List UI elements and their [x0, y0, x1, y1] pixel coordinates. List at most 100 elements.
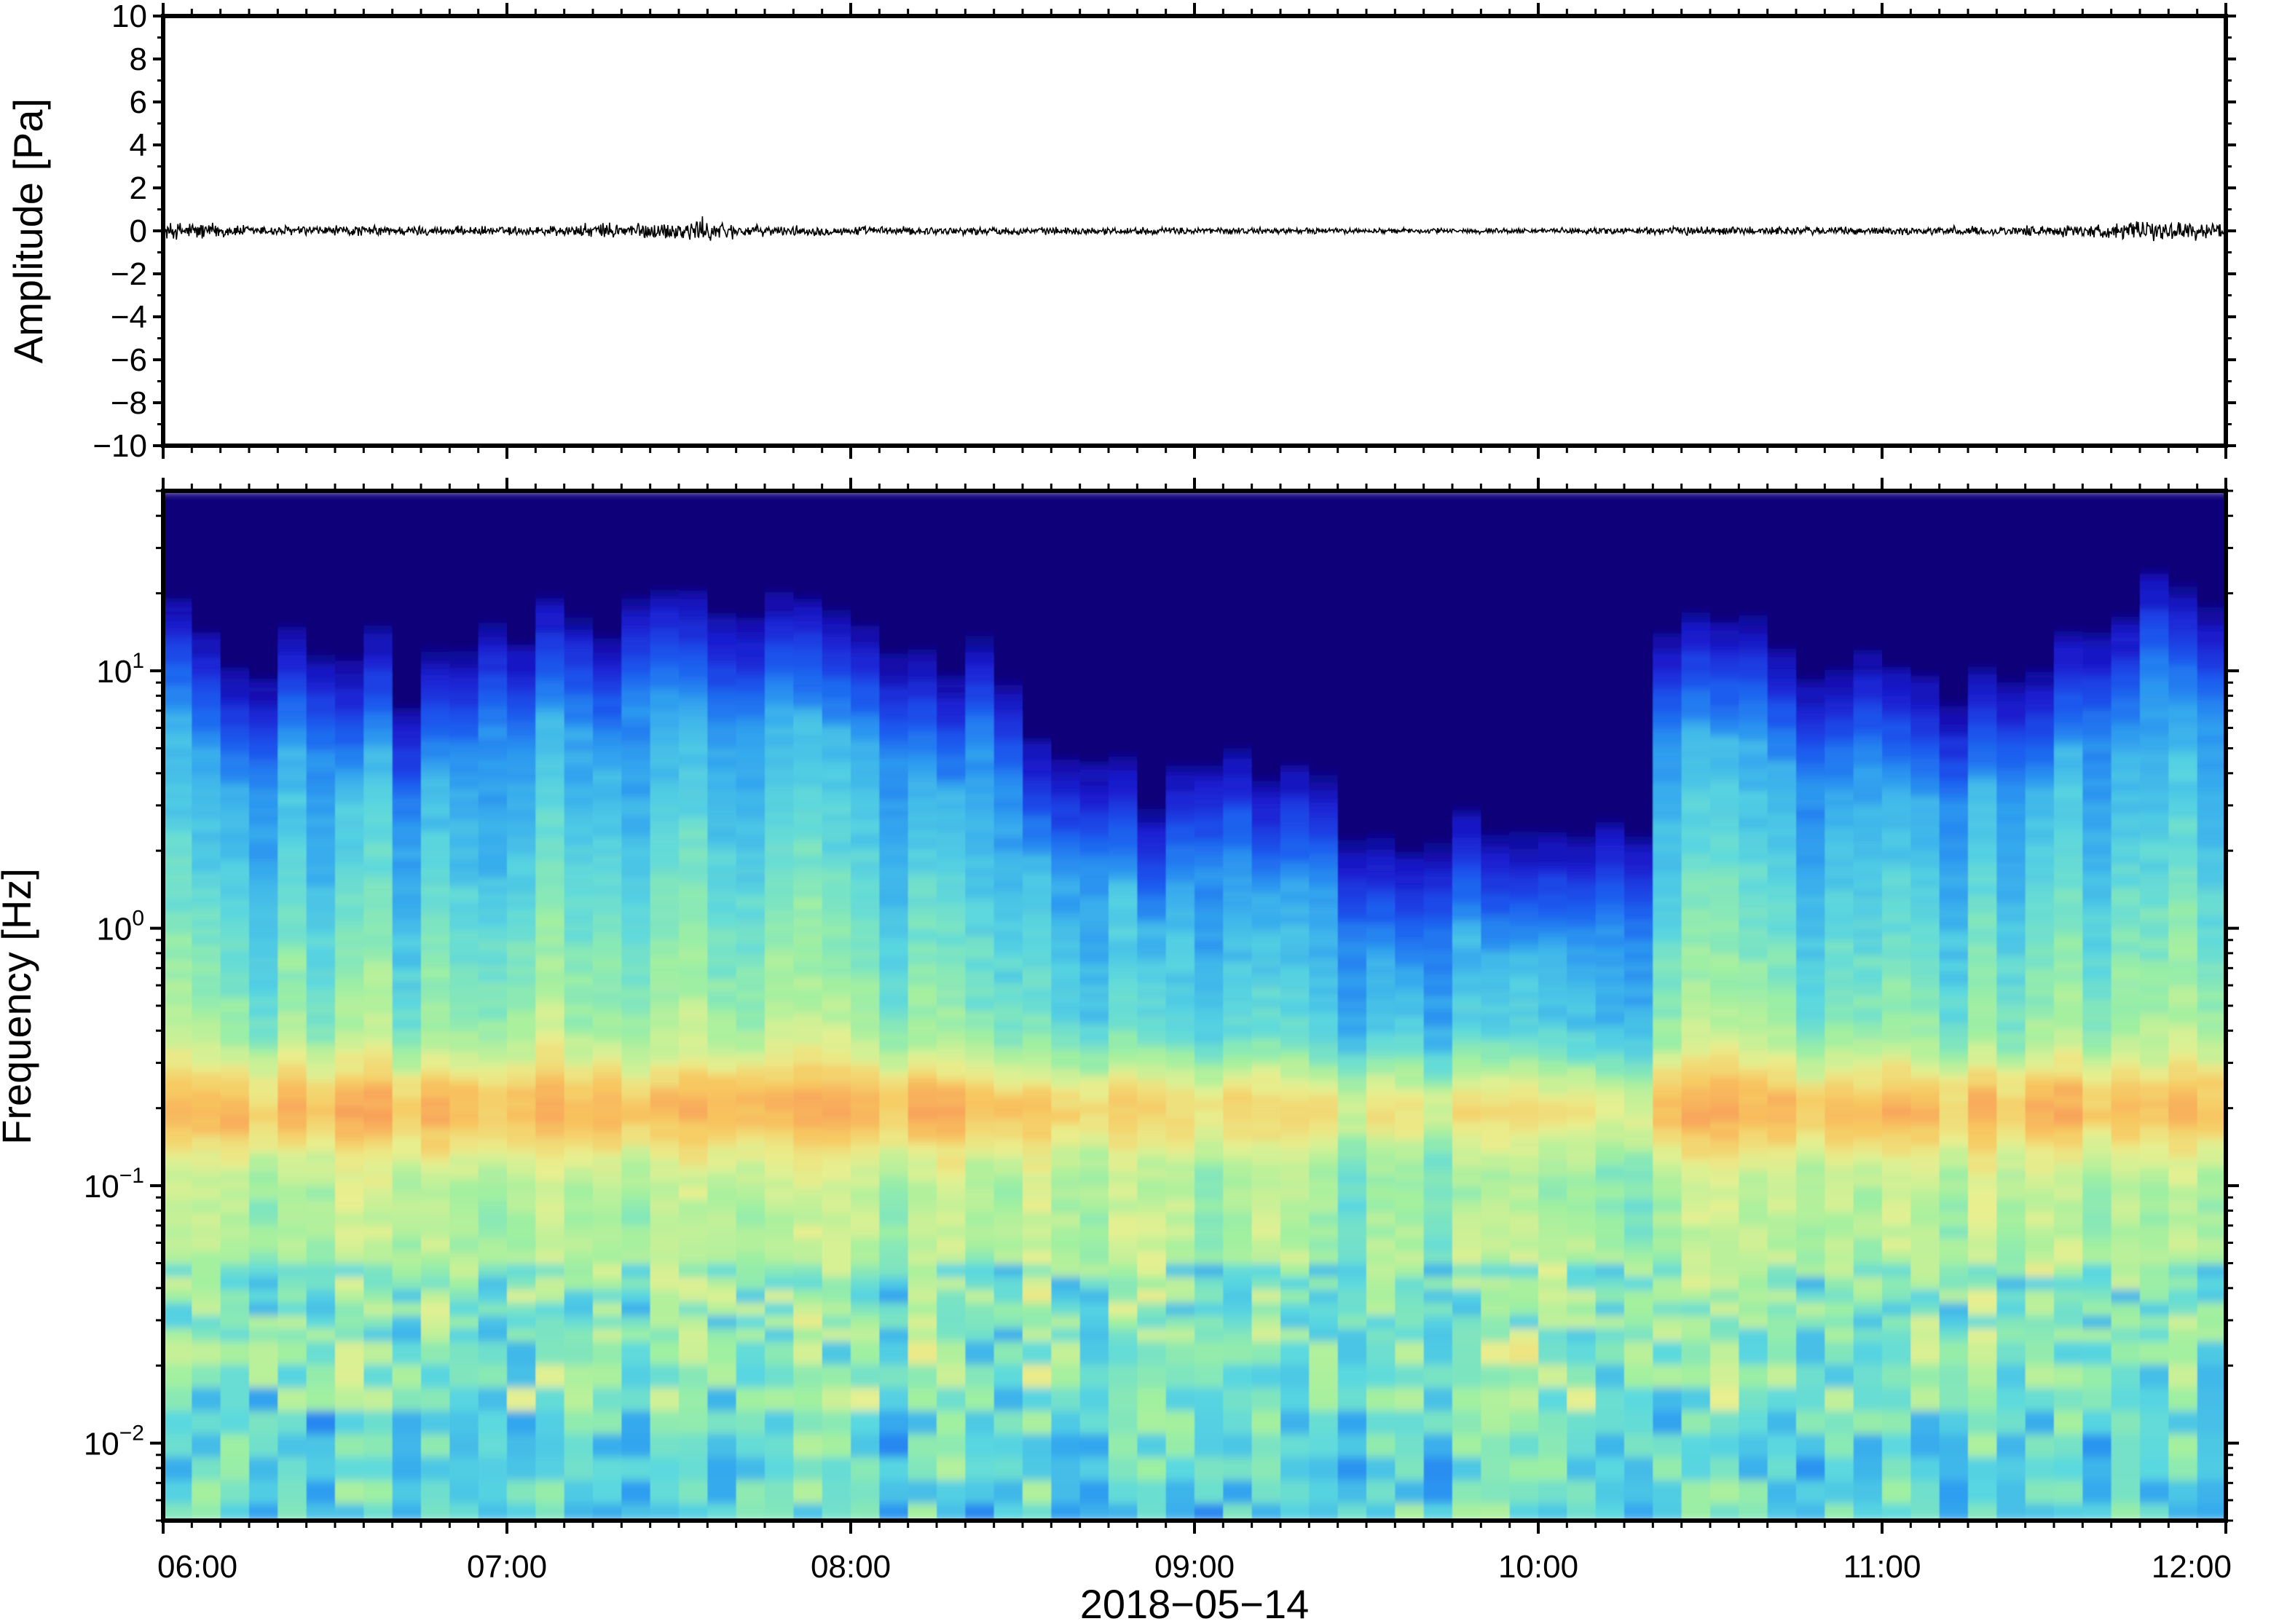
spectrogram-cell: [392, 574, 422, 578]
spectrogram-cell: [679, 599, 708, 603]
spectrogram-cell: [736, 1328, 765, 1342]
spectrogram-cell: [564, 719, 594, 723]
spectrogram-cell: [163, 666, 192, 671]
spectrogram-cell: [421, 731, 450, 736]
spectrogram-cell: [593, 1503, 622, 1521]
spectrogram-cell: [793, 738, 823, 742]
spectrogram-cell: [306, 1058, 336, 1064]
spectrogram-cell: [707, 1073, 737, 1079]
spectrogram-cell: [593, 815, 622, 819]
spectrogram-cell: [507, 934, 536, 941]
spectrogram-cell: [220, 602, 250, 606]
spectrogram-cell: [478, 858, 508, 862]
spectrogram-cell: [621, 867, 651, 872]
spectrogram-cell: [192, 1114, 221, 1121]
spectrogram-cell: [679, 1161, 708, 1167]
spectrogram-cell: [765, 796, 794, 800]
spectrogram-cell: [192, 1047, 221, 1054]
spectrogram-cell: [621, 895, 651, 899]
spectrogram-cell: [765, 812, 794, 816]
spectrogram-cell: [564, 556, 594, 559]
spectrogram-cell: [765, 981, 794, 987]
spectrogram-cell: [507, 907, 536, 912]
spectrogram-cell: [736, 874, 765, 878]
spectrogram-cell: [163, 691, 192, 695]
spectrogram-cell: [765, 996, 794, 1002]
spectrogram-cell: [249, 840, 278, 844]
spectrogram-cell: [535, 917, 565, 921]
spectrogram-cell: [249, 926, 278, 930]
spectrogram-cell: [249, 691, 278, 695]
spectrogram-cell: [421, 1109, 450, 1116]
spectrogram-cell: [421, 608, 450, 612]
spectrogram-cell: [621, 719, 651, 723]
spectrogram-cell: [306, 907, 336, 912]
spectrogram-cell: [363, 880, 393, 884]
spectrogram-cell: [679, 981, 708, 987]
spectrogram-cell: [478, 703, 508, 708]
spectrogram-cell: [707, 870, 737, 875]
spectrogram-cell: [679, 991, 708, 997]
spectrogram-cell: [220, 955, 250, 961]
spectrogram-cell: [220, 642, 250, 646]
spectrogram-cell: [363, 559, 393, 563]
spectrogram-cell: [593, 1251, 622, 1265]
spectrogram-cell: [392, 540, 422, 544]
spectrogram-cell: [679, 781, 708, 785]
spectrogram-cell: [679, 796, 708, 800]
spectrogram-cell: [306, 1084, 336, 1090]
spectrogram-cell: [335, 768, 364, 773]
spectrogram-cell: [306, 852, 336, 856]
spectrogram-cell: [679, 1315, 708, 1329]
spectrogram-cell: [306, 772, 336, 776]
spectrogram-cell: [478, 1053, 508, 1059]
spectrogram-cell: [736, 1022, 765, 1028]
spectrogram-cell: [306, 1099, 336, 1105]
spectrogram-cell: [421, 561, 450, 566]
spectrogram-cell: [707, 586, 737, 591]
spectrogram-cell: [278, 1012, 307, 1018]
spectrogram-cell: [621, 580, 651, 584]
spectrogram-cell: [765, 1176, 794, 1183]
spectrogram-cell: [249, 775, 278, 779]
spectrogram-cell: [392, 608, 422, 612]
spectrogram-cell: [249, 760, 278, 763]
spectrogram-cell: [621, 543, 651, 547]
amplitude-y-tick-label: −10: [93, 428, 147, 464]
spectrogram-cell: [535, 744, 565, 748]
spectrogram-cell: [707, 494, 737, 498]
spectrogram-cell: [765, 636, 794, 640]
spectrogram-cell: [593, 531, 622, 535]
spectrogram-cell: [363, 1006, 393, 1013]
spectrogram-cell: [478, 1434, 508, 1458]
spectrogram-cell: [421, 592, 450, 596]
spectrogram-cell: [679, 747, 708, 751]
spectrogram-cell: [220, 1104, 250, 1111]
spectrogram-cell: [335, 568, 364, 572]
spectrogram-cell: [564, 703, 594, 708]
spectrogram-cell: [306, 1302, 336, 1317]
spectrogram-cell: [163, 506, 192, 511]
spectrogram-cell: [650, 821, 680, 825]
spectrogram-cell: [593, 685, 622, 690]
spectrogram-cell: [621, 837, 651, 840]
spectrogram-cell: [535, 568, 565, 572]
spectrogram-cell: [306, 580, 336, 584]
spectrogram-cell: [507, 1503, 536, 1521]
spectrogram-cell: [736, 725, 765, 730]
spectrogram-cell: [535, 787, 565, 792]
spectrogram-cell: [478, 1457, 508, 1481]
spectrogram-cell: [650, 666, 680, 671]
spectrogram-cell: [765, 568, 794, 572]
spectrogram-cell: [192, 519, 221, 523]
spectrogram-cell: [564, 996, 594, 1002]
spectrogram-cell: [621, 703, 651, 708]
spectrogram-cell: [278, 934, 307, 941]
spectrogram-cell: [249, 1181, 278, 1188]
spectrogram-cell: [306, 1114, 336, 1121]
spectrogram-cell: [650, 583, 680, 588]
spectrogram-cell: [278, 765, 307, 770]
spectrogram-cell: [707, 636, 737, 640]
spectrogram-cell: [335, 673, 364, 677]
spectrogram-cell: [363, 642, 393, 646]
